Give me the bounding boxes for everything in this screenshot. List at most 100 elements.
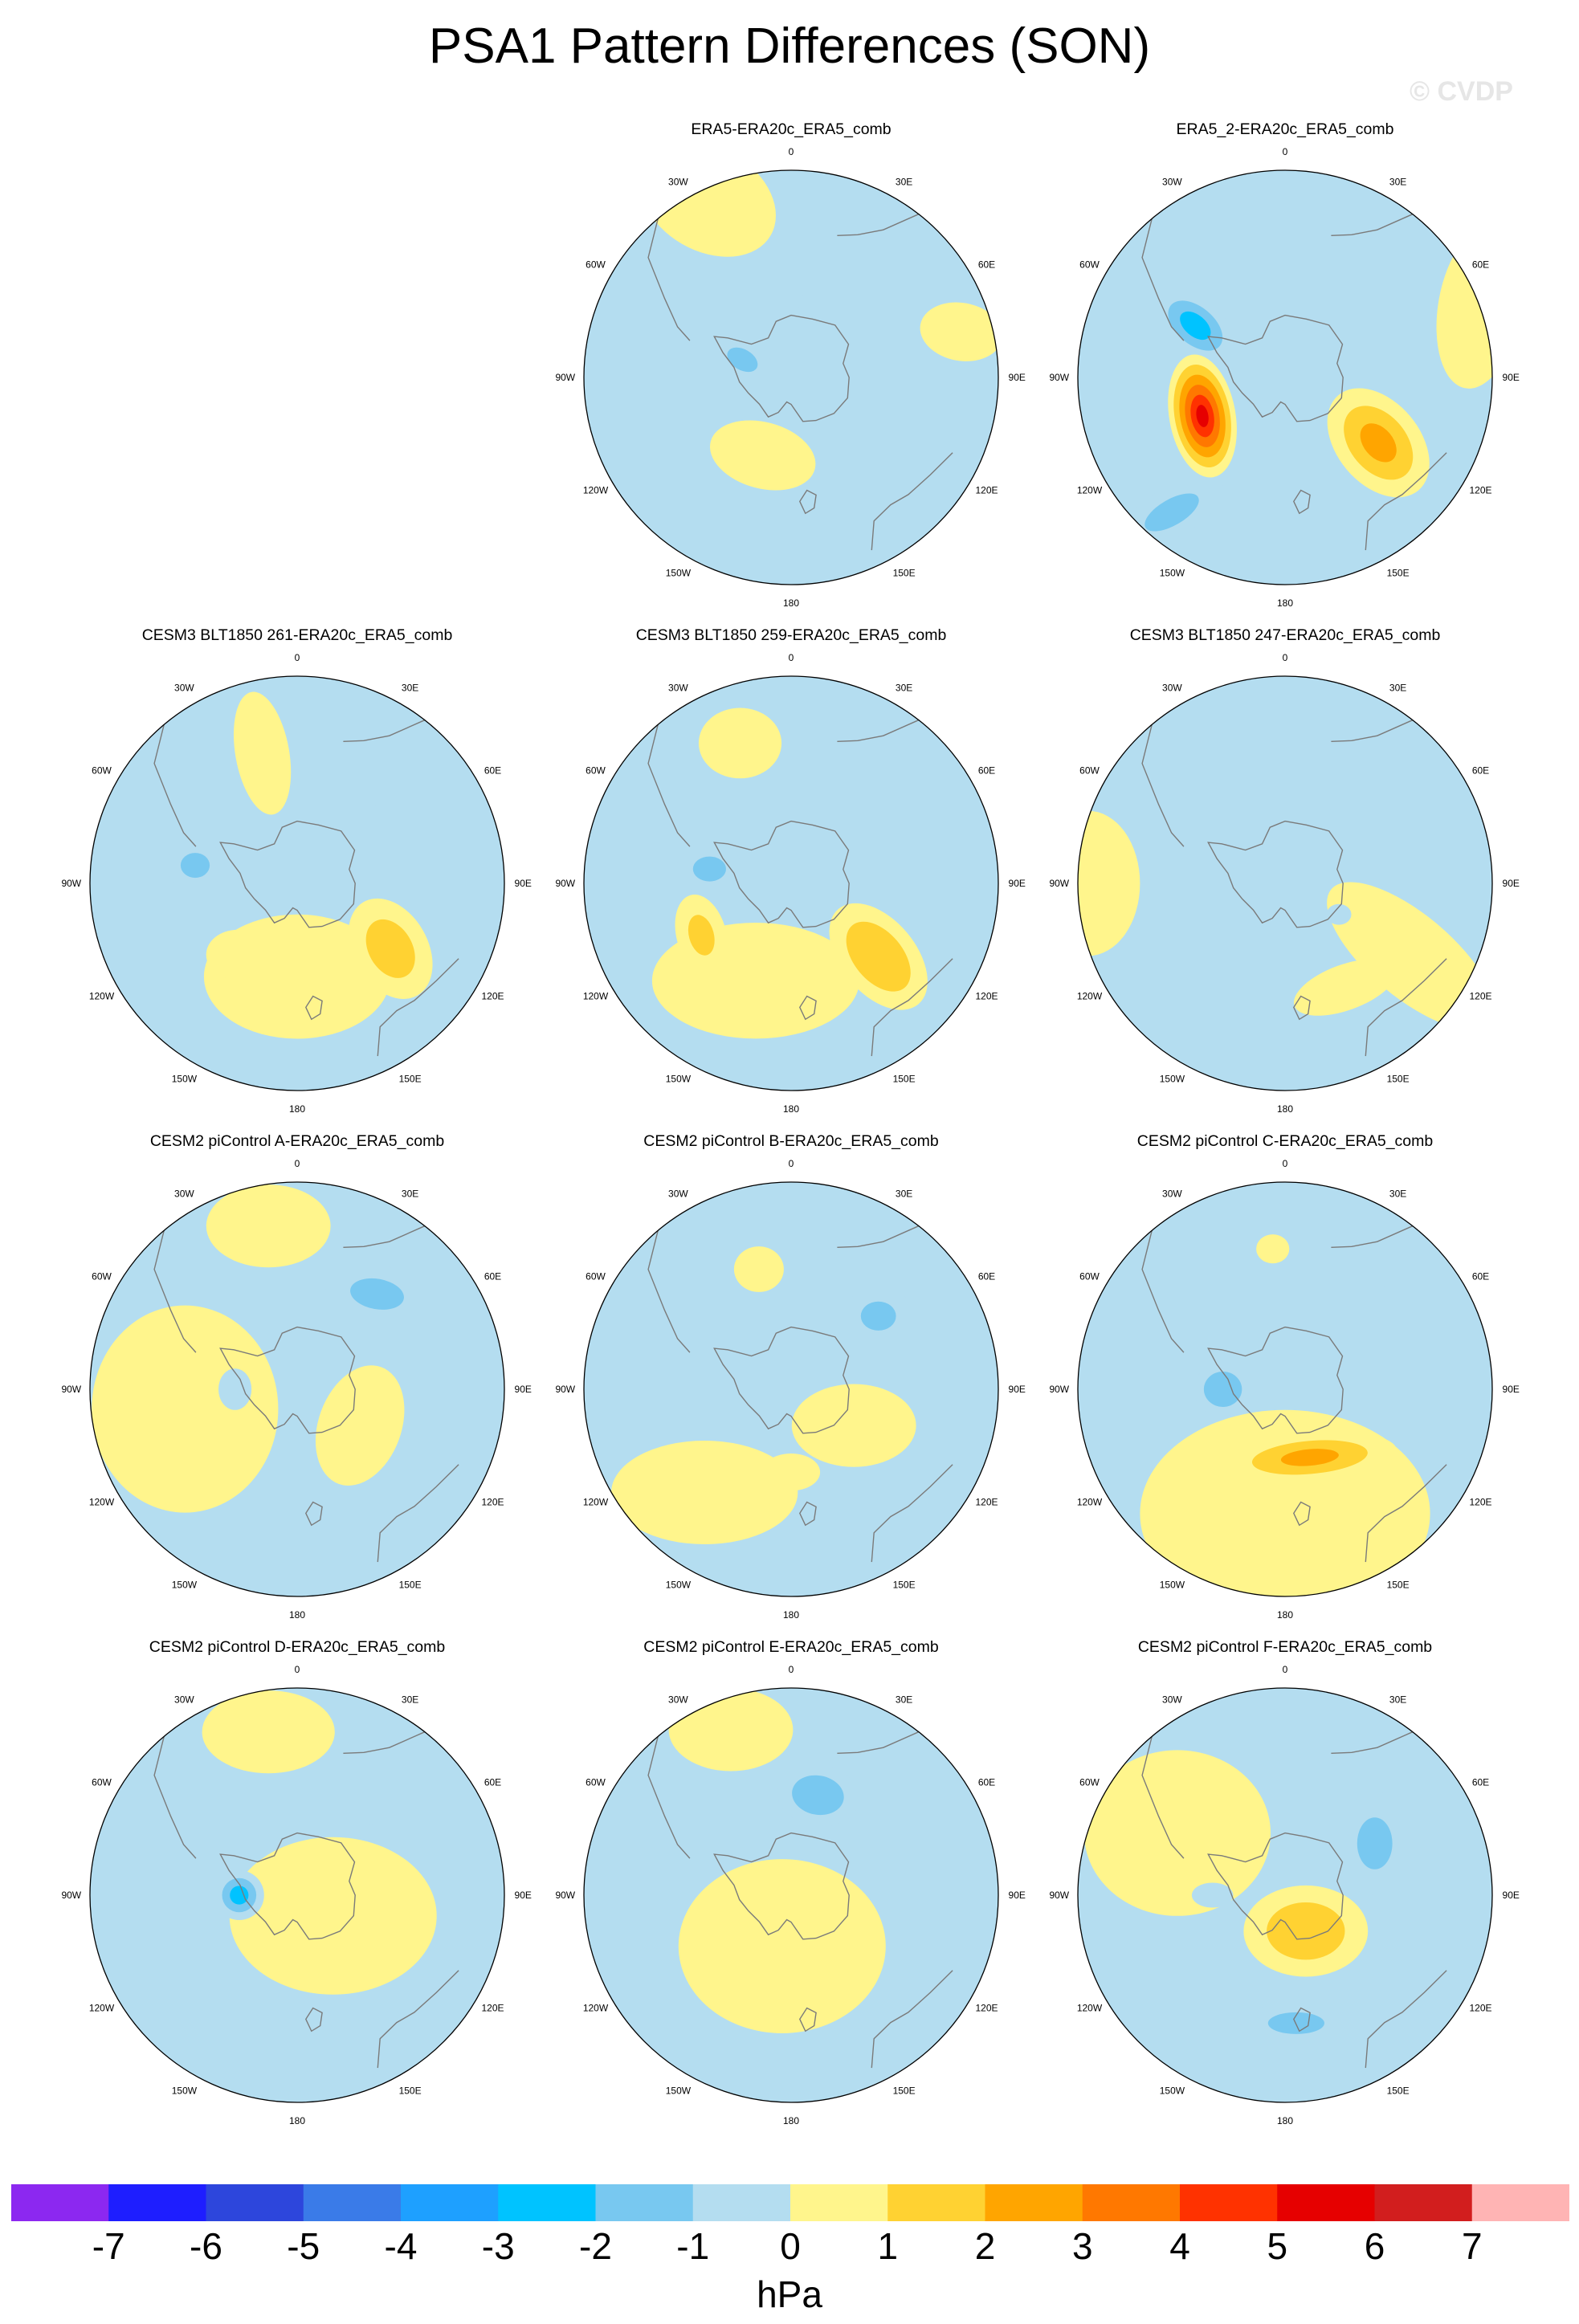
map-panel: CESM3 BLT1850 247-ERA20c_ERA5_comb 0 30E 60… xyxy=(1044,626,1526,1124)
longitude-label: 60E xyxy=(484,764,501,776)
map-panel: ERA5_2-ERA20c_ERA5_comb 0 30E 60E 90E 120E 150… xyxy=(1044,120,1526,618)
longitude-label: 30E xyxy=(402,683,418,694)
positive-anomaly-contour xyxy=(229,1837,437,1995)
colorbar-bin xyxy=(1180,2184,1278,2221)
positive-anomaly-contour xyxy=(799,1914,825,1948)
longitude-label: 60W xyxy=(585,259,606,270)
positive-anomaly-contour xyxy=(206,929,269,980)
colorbar-bin xyxy=(790,2184,888,2221)
longitude-label: 60W xyxy=(585,1776,606,1788)
longitude-label: 90W xyxy=(61,878,81,889)
panel-title: ERA5-ERA20c_ERA5_comb xyxy=(691,120,892,138)
colorbar-tick-label: 3 xyxy=(1071,2225,1093,2267)
colorbar-bin xyxy=(1082,2184,1181,2221)
longitude-label: 120E xyxy=(975,991,998,1002)
longitude-label: 90W xyxy=(555,372,575,383)
longitude-label: 150W xyxy=(172,1580,198,1591)
longitude-label: 30E xyxy=(896,1189,912,1200)
longitude-label: 30E xyxy=(1389,177,1406,188)
longitude-label: 180 xyxy=(783,2115,799,2126)
longitude-label: 180 xyxy=(1277,2115,1293,2126)
panel-title: ERA5_2-ERA20c_ERA5_comb xyxy=(1176,120,1394,138)
longitude-label: 0 xyxy=(789,1664,794,1675)
australia-coastline xyxy=(871,452,953,551)
polar-map: 0 30E 60E 90E 120E 150E 180 150W 120W 90W 60W 30W xyxy=(555,1664,1026,2126)
antarctica-coastline xyxy=(1207,1832,1344,1940)
longitude-label: 120E xyxy=(481,2003,504,2014)
longitude-label: 60E xyxy=(978,764,995,776)
positive-anomaly-contour xyxy=(791,1384,916,1467)
polar-map: 0 30E 60E 90E 120E 150E 180 150W 120W 90W 60W 30W xyxy=(61,652,532,1115)
longitude-label: 120W xyxy=(583,991,609,1002)
negative-anomaly-contour xyxy=(1191,1882,1234,1908)
south-america-coastline xyxy=(1141,724,1185,847)
longitude-label: 150W xyxy=(666,1580,692,1591)
polar-map: 0 30E 60E 90E 120E 150E 180 150W 120W 90W 60W 30W xyxy=(555,652,1026,1115)
longitude-label: 60W xyxy=(92,1776,112,1788)
longitude-label: 90E xyxy=(1009,878,1026,889)
antarctica-coastline xyxy=(219,1326,356,1434)
longitude-label: 90W xyxy=(61,1890,81,1901)
positive-anomaly-contour xyxy=(1196,405,1209,427)
colorbar-bin xyxy=(692,2184,791,2221)
positive-anomaly-contour xyxy=(92,1305,279,1513)
longitude-label: 60W xyxy=(585,1270,606,1282)
negative-anomaly-contour xyxy=(1310,809,1344,839)
colorbar-labels: -7 -6 -5 -4 -3 -2 -1 0 1 2 3 4 5 6 7 xyxy=(0,2224,1579,2273)
positive-anomaly-contour xyxy=(365,919,415,978)
longitude-label: 0 xyxy=(295,652,300,663)
new-zealand-coastline xyxy=(1293,489,1311,515)
longitude-label: 120W xyxy=(89,1497,115,1508)
south-america-coastline xyxy=(647,1736,691,1859)
polar-map: 0 30E 60E 90E 120E 150E 180 150W 120W 90W 60W 30W xyxy=(555,146,1025,609)
colorbar-tick-label: 6 xyxy=(1364,2225,1385,2267)
colorbar-tick-label: -3 xyxy=(481,2225,515,2267)
negative-anomaly-contour xyxy=(1357,1817,1393,1869)
new-zealand-coastline xyxy=(305,1501,323,1527)
south-america-coastline xyxy=(1141,1230,1185,1353)
longitude-label: 0 xyxy=(789,146,794,157)
africa-coastline xyxy=(1331,1731,1414,1754)
longitude-label: 30W xyxy=(174,683,194,694)
negative-anomaly-contour xyxy=(180,853,210,879)
longitude-label: 90E xyxy=(1503,1890,1520,1901)
longitude-label: 90E xyxy=(515,1890,532,1901)
negative-anomaly-contour xyxy=(797,292,834,313)
longitude-label: 30W xyxy=(1162,177,1182,188)
positive-anomaly-contour xyxy=(698,707,782,779)
map-frame xyxy=(583,169,999,585)
map-frame xyxy=(1077,169,1493,585)
longitude-label: 120W xyxy=(1077,991,1103,1002)
south-america-coastline xyxy=(647,724,691,847)
longitude-label: 60E xyxy=(1472,764,1489,776)
negative-anomaly-contour xyxy=(1203,1372,1242,1407)
longitude-label: 150W xyxy=(172,1074,198,1085)
longitude-label: 180 xyxy=(1277,1103,1293,1115)
colorbar-tick-label: -6 xyxy=(190,2225,222,2267)
polar-map: 0 30E 60E 90E 120E 150E 180 150W 120W 90W 60W 30W xyxy=(555,1158,1025,1621)
longitude-label: 90E xyxy=(1009,1890,1026,1901)
positive-anomaly-contour xyxy=(740,1931,769,1985)
longitude-label: 0 xyxy=(295,1664,300,1675)
colorbar-tick-label: 0 xyxy=(780,2225,801,2267)
new-zealand-coastline xyxy=(799,1501,817,1527)
positive-anomaly-contour xyxy=(1083,1750,1271,1916)
longitude-label: 150E xyxy=(1387,2085,1410,2097)
antarctica-coastline xyxy=(1207,314,1344,422)
africa-coastline xyxy=(1331,214,1414,236)
longitude-label: 180 xyxy=(783,1103,799,1115)
longitude-label: 150E xyxy=(893,1580,916,1591)
south-america-coastline xyxy=(1141,218,1185,341)
map-panel: CESM2 piControl E-ERA20c_ERA5_comb 0 30E 60… xyxy=(550,1638,1032,2136)
map-frame xyxy=(89,1687,505,2103)
australia-coastline xyxy=(377,958,459,1057)
longitude-label: 90E xyxy=(515,878,532,889)
longitude-label: 30W xyxy=(668,1694,688,1706)
map-frame xyxy=(1077,1181,1493,1597)
africa-coastline xyxy=(343,1225,426,1248)
longitude-label: 30W xyxy=(174,1189,194,1200)
positive-anomaly-contour xyxy=(206,1184,331,1268)
positive-anomaly-contour xyxy=(639,170,776,257)
new-zealand-coastline xyxy=(1293,995,1311,1021)
longitude-label: 150E xyxy=(399,2085,422,2097)
